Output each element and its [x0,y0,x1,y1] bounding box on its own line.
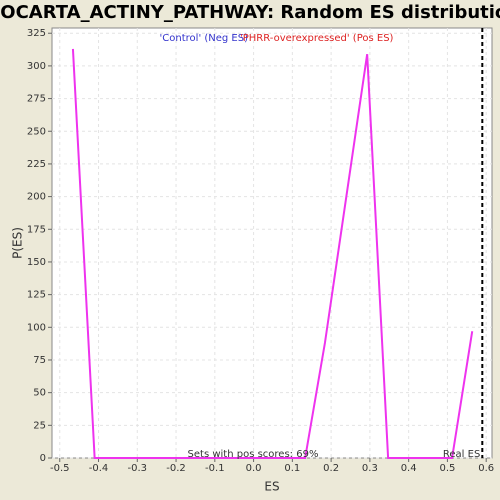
y-tick-label: 325 [27,28,46,39]
x-tick-label: 0.2 [323,463,339,474]
y-tick-label: 225 [27,159,46,170]
chart-title: BIOCARTA_ACTINY_PATHWAY: Random ES distr… [0,2,500,23]
x-tick-label: -0.4 [89,463,109,474]
y-tick-label: 125 [27,290,46,301]
pos-label: 'PHRR-overexpressed' (Pos ES) [240,33,394,44]
y-tick-label: 75 [33,355,46,366]
y-tick-label: 300 [27,61,46,72]
y-axis-label: P(ES) [11,227,25,259]
x-tick-label: -0.3 [128,463,148,474]
x-tick-label: 0.0 [246,463,262,474]
y-tick-label: 25 [33,420,46,431]
y-tick-label: 50 [33,388,46,399]
x-axis-label: ES [264,480,279,494]
y-tick-label: 150 [27,257,46,268]
y-tick-label: 200 [27,192,46,203]
plot-area [51,27,493,459]
y-tick-label: 100 [27,322,46,333]
series-line [71,48,474,459]
footer-text: Sets with pos scores: 69% [188,449,319,460]
x-tick-label: 0.4 [401,463,417,474]
y-tick-label: 250 [27,126,46,137]
y-tick-label: 0 [40,453,46,464]
x-tick-label: -0.1 [205,463,225,474]
y-tick-label: 175 [27,224,46,235]
x-tick-label: 0.5 [439,463,455,474]
x-tick-label: 0.6 [478,463,494,474]
x-tick-label: 0.1 [284,463,300,474]
real-es-label: Real ES [443,449,480,460]
x-tick-label: 0.3 [362,463,378,474]
x-tick-label: -0.5 [50,463,70,474]
y-tick-label: 275 [27,94,46,105]
x-tick-label: -0.2 [166,463,186,474]
neg-label: 'Control' (Neg ES) [160,33,249,44]
